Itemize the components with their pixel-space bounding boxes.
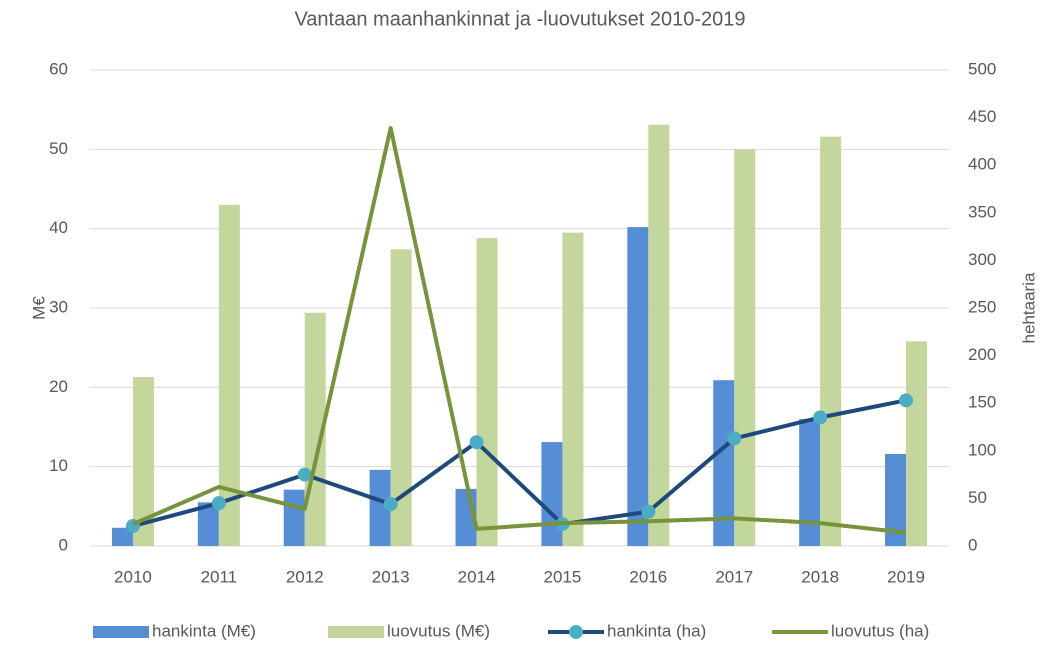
y2-tick-label: 250 [968, 297, 996, 316]
x-tick-label: 2016 [629, 567, 667, 586]
marker [813, 410, 828, 425]
legend-label: hankinta (M€) [152, 621, 256, 640]
marker [469, 435, 484, 450]
bar [369, 469, 391, 546]
x-tick-label: 2018 [801, 567, 839, 586]
bar [820, 136, 842, 546]
marker [641, 504, 656, 519]
bar [885, 453, 907, 546]
bar [713, 380, 735, 546]
y2-tick-label: 450 [968, 107, 996, 126]
bar [627, 227, 649, 546]
x-tick-label: 2010 [114, 567, 152, 586]
y-tick-label: 0 [59, 535, 68, 554]
y2-tick-label: 300 [968, 250, 996, 269]
line [132, 126, 907, 535]
marker [383, 497, 398, 512]
y2-axis-title: hehtaaria [1019, 272, 1038, 343]
bar [648, 124, 670, 547]
y2-tick-label: 150 [968, 393, 996, 412]
marker [297, 467, 312, 482]
x-tick-label: 2013 [372, 567, 410, 586]
marker [899, 393, 914, 408]
legend-label: luovutus (M€) [387, 621, 490, 640]
y-axis-title: M€ [29, 296, 48, 320]
bar [132, 377, 154, 546]
y2-tick-label: 0 [968, 535, 977, 554]
legend-swatch [93, 626, 149, 638]
bar [390, 249, 412, 546]
bar [734, 149, 756, 547]
bar [218, 204, 240, 546]
x-tick-label: 2019 [887, 567, 925, 586]
x-tick-label: 2014 [458, 567, 496, 586]
bar [476, 238, 498, 547]
marker [211, 496, 226, 511]
bar [541, 442, 563, 546]
legend-marker [569, 625, 583, 639]
legend-label: luovutus (ha) [831, 621, 929, 640]
y-tick-label: 20 [49, 377, 68, 396]
legend-swatch [328, 626, 384, 638]
bar [906, 341, 928, 546]
x-tick-label: 2012 [286, 567, 324, 586]
y-tick-label: 40 [49, 218, 68, 237]
y2-tick-label: 200 [968, 345, 996, 364]
x-tick-label: 2011 [201, 567, 238, 586]
legend-label: hankinta (ha) [607, 621, 706, 640]
y2-tick-label: 50 [968, 488, 987, 507]
line [132, 398, 907, 528]
marker [727, 431, 742, 446]
y-tick-label: 30 [49, 297, 68, 316]
bar [562, 232, 584, 546]
y-tick-label: 50 [49, 139, 68, 158]
bar [197, 502, 219, 546]
y-tick-label: 60 [49, 59, 68, 78]
x-tick-label: 2017 [715, 567, 753, 586]
y2-tick-label: 400 [968, 155, 996, 174]
y2-tick-label: 350 [968, 202, 996, 221]
bar [283, 489, 305, 546]
y-tick-label: 10 [49, 456, 68, 475]
y2-tick-label: 100 [968, 440, 996, 459]
x-tick-label: 2015 [544, 567, 582, 586]
chart-title: Vantaan maanhankinnat ja -luovutukset 20… [294, 8, 745, 30]
y2-tick-label: 500 [968, 59, 996, 78]
bar [111, 527, 133, 546]
bar [799, 419, 821, 546]
